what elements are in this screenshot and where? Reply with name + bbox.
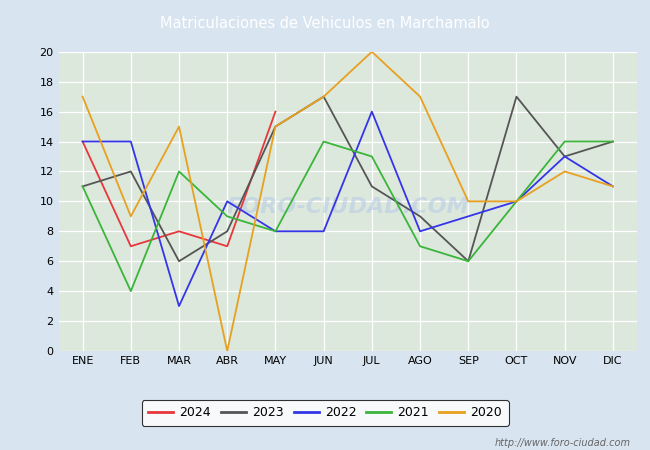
Text: FORO-CIUDAD.COM: FORO-CIUDAD.COM: [226, 198, 469, 217]
Text: http://www.foro-ciudad.com: http://www.foro-ciudad.com: [495, 438, 630, 448]
Text: Matriculaciones de Vehiculos en Marchamalo: Matriculaciones de Vehiculos en Marchama…: [160, 16, 490, 31]
Legend: 2024, 2023, 2022, 2021, 2020: 2024, 2023, 2022, 2021, 2020: [142, 400, 508, 426]
